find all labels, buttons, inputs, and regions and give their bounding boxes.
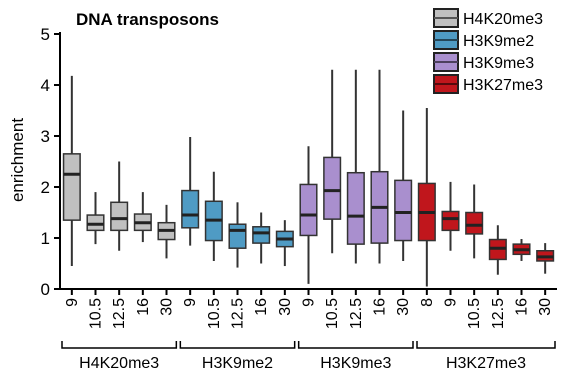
group-label: H4K20me3: [79, 355, 159, 372]
box-H3K9me3-10.5: [323, 69, 342, 254]
legend-item-H3K27me3: H3K27me3: [433, 74, 543, 94]
box-H3K9me3-12.5: [346, 69, 365, 264]
group-label: H3K9me2: [202, 355, 273, 372]
x-tick-label: 12.5: [230, 298, 247, 329]
legend-label: H3K9me3: [463, 55, 534, 72]
x-tick-label: 12.5: [348, 298, 365, 329]
box: [252, 226, 271, 244]
box: [346, 171, 365, 245]
box: [465, 211, 484, 235]
x-tick-labels: 9 10.5 12.5 16 30 9 10.5 12.5 16 30 9 10.5 12.5 16 30 8…: [64, 289, 554, 329]
x-tick-label: 10.5: [88, 298, 105, 329]
chart-title: DNA transposons: [76, 10, 219, 29]
box-H4K20me3-12.5: [110, 161, 129, 251]
group-bracket: [416, 341, 556, 349]
box-H3K27me3-30: [536, 243, 555, 274]
box-H3K9me3-30: [394, 110, 413, 261]
x-tick-label: 30: [537, 298, 554, 316]
y-tick-label: 0: [41, 280, 50, 299]
x-tick-label: 12.5: [490, 298, 507, 329]
y-tick-label: 3: [41, 127, 50, 146]
legend-item-H3K9me3: H3K9me3: [433, 52, 534, 72]
x-tick-label: 9: [301, 298, 318, 307]
box-H3K27me3-8: [417, 107, 436, 287]
box-H3K27me3-9: [441, 181, 460, 251]
box: [323, 156, 342, 220]
x-tick-label: 9: [443, 298, 460, 307]
box-H4K20me3-9: [62, 75, 81, 267]
y-tick-label: 2: [41, 178, 50, 197]
x-tick-label: 30: [277, 298, 294, 316]
x-tick-label: 9: [64, 298, 81, 307]
box: [62, 153, 81, 221]
box: [299, 183, 318, 237]
box: [441, 210, 460, 232]
y-axis-label: enrichment: [8, 118, 27, 202]
box-H3K9me2-10.5: [204, 171, 223, 261]
box-H3K9me2-9: [181, 137, 200, 246]
x-tick-label: 12.5: [111, 298, 128, 329]
x-tick-label: 10.5: [324, 298, 341, 329]
box-H4K20me3-16: [133, 192, 152, 243]
box-H4K20me3-30: [157, 204, 176, 259]
box: [110, 201, 129, 232]
box-H3K9me2-16: [252, 212, 271, 264]
y-tick-label: 5: [41, 25, 50, 44]
box-H3K9me2-12.5: [228, 202, 247, 268]
box: [228, 223, 247, 249]
x-tick-label: 16: [372, 298, 389, 316]
x-tick-label: 10.5: [466, 298, 483, 329]
boxes-layer: [62, 69, 555, 287]
x-tick-label: 16: [514, 298, 531, 316]
box-H3K27me3-12.5: [488, 225, 507, 275]
box: [181, 189, 200, 229]
x-tick-label: 9: [182, 298, 199, 307]
group-labels: H4K20me3 H3K9me2 H3K9me3 H3K27me3: [61, 341, 556, 372]
group-H3K27me3: H3K27me3: [416, 341, 556, 372]
x-tick-label: 30: [395, 298, 412, 316]
group-H3K9me2: H3K9me2: [179, 341, 296, 372]
x-tick-label: 8: [419, 298, 436, 307]
legend-label: H3K27me3: [463, 77, 543, 94]
group-bracket: [297, 341, 414, 349]
box-H3K9me3-9: [299, 146, 318, 284]
group-bracket: [61, 341, 178, 349]
legend: H4K20me3 H3K9me2 H3K9me3 H3K27me3: [433, 8, 543, 94]
legend-label: H3K9me2: [463, 33, 534, 50]
y-tick-label: 1: [41, 229, 50, 248]
box: [394, 179, 413, 242]
legend-item-H3K9me2: H3K9me2: [433, 30, 534, 50]
group-label: H3K9me3: [320, 355, 391, 372]
box-H3K9me3-16: [370, 69, 389, 264]
group-H4K20me3: H4K20me3: [61, 341, 178, 372]
x-tick-label: 16: [135, 298, 152, 316]
x-tick-label: 10.5: [206, 298, 223, 329]
box-H3K27me3-10.5: [465, 184, 484, 259]
box-H3K9me2-30: [275, 220, 294, 267]
box-H4K20me3-10.5: [86, 192, 105, 245]
x-tick-label: 30: [159, 298, 176, 316]
legend-item-H4K20me3: H4K20me3: [433, 8, 543, 28]
group-H3K9me3: H3K9me3: [297, 341, 414, 372]
legend-label: H4K20me3: [463, 11, 543, 28]
box: [86, 214, 105, 232]
group-bracket: [179, 341, 296, 349]
y-tick-label: 4: [41, 76, 50, 95]
x-tick-label: 16: [253, 298, 270, 316]
group-label: H3K27me3: [446, 355, 526, 372]
box-H3K27me3-16: [512, 239, 531, 261]
